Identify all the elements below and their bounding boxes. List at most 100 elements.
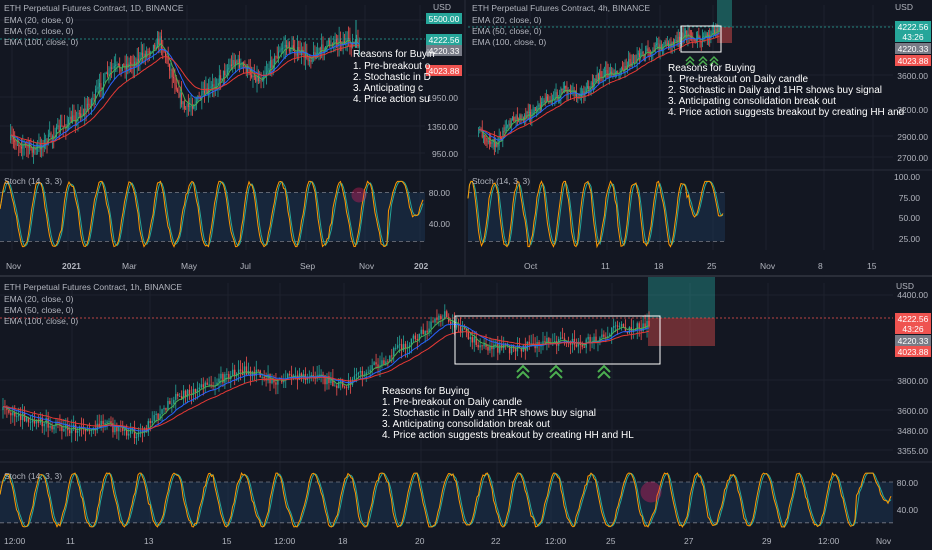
h1-buy-arrow-a-2 xyxy=(597,364,611,373)
h1-candle-body-99 xyxy=(196,389,199,393)
h4-candle-body-84 xyxy=(579,96,581,98)
h4-candle-body-119 xyxy=(622,68,624,70)
h1-candle-body-106 xyxy=(210,384,212,386)
h1-candle-body-265 xyxy=(522,345,525,352)
daily-candle-body-122 xyxy=(174,77,176,86)
daily-candle-body-219 xyxy=(305,52,306,58)
daily-candle-body-38 xyxy=(61,125,63,127)
daily-candle-body-172 xyxy=(241,62,243,64)
daily-candle-body-154 xyxy=(217,82,219,87)
h4-ema20-line xyxy=(478,30,720,145)
h1-badge-price-text: 4222.56 xyxy=(898,314,929,324)
h1-candle-body-276 xyxy=(544,341,546,343)
h1-x-tick-2: 13 xyxy=(144,536,154,546)
h1-candle-body-309 xyxy=(609,334,611,337)
daily-candle-body-28 xyxy=(47,134,49,144)
h4-candle-body-71 xyxy=(564,85,565,89)
h1-candle-body-57 xyxy=(114,424,116,433)
h1-candle-body-136 xyxy=(269,374,271,384)
h1-candle-body-314 xyxy=(618,326,621,328)
daily-candle-body-139 xyxy=(197,95,199,102)
h1-candle-body-296 xyxy=(583,346,585,348)
daily-candle-body-108 xyxy=(155,48,157,49)
h1-candle-body-329 xyxy=(648,320,650,327)
h1-candle-body-16 xyxy=(33,420,36,424)
daily-candle-body-3 xyxy=(14,139,16,143)
h1-candle-body-258 xyxy=(508,344,511,354)
daily-candle-body-74 xyxy=(109,67,111,69)
daily-candle-body-34 xyxy=(55,126,57,137)
h4-candle-body-41 xyxy=(527,111,529,114)
h1-candle-body-315 xyxy=(620,324,623,327)
h4-candle-body-45 xyxy=(532,112,534,116)
h1-candle-body-81 xyxy=(161,409,163,414)
h1-candle-body-195 xyxy=(385,361,387,365)
h4-candle-body-108 xyxy=(608,73,610,77)
h1-candle-body-145 xyxy=(287,373,289,379)
daily-candle-body-196 xyxy=(274,56,275,66)
daily-x-tick-1: 2021 xyxy=(62,261,81,271)
daily-candle-body-149 xyxy=(210,86,212,88)
h1-candle-body-268 xyxy=(528,341,530,344)
daily-candle-body-46 xyxy=(72,115,74,123)
h1-candle-body-76 xyxy=(151,420,153,423)
daily-candle-body-243 xyxy=(337,43,339,46)
daily-candle-body-32 xyxy=(53,136,55,138)
h1-candle-body-52 xyxy=(104,423,106,425)
h1-candle-body-88 xyxy=(175,393,177,400)
h4-candle-body-31 xyxy=(515,115,517,121)
h4-candle-body-13 xyxy=(493,138,495,147)
h1-candle-body-130 xyxy=(257,369,259,371)
h4-x-tick-6: 15 xyxy=(867,261,877,271)
daily-candle-body-136 xyxy=(193,106,195,109)
h1-candle-body-114 xyxy=(226,374,228,375)
h1-candle-body-86 xyxy=(171,403,173,405)
h1-candle-body-252 xyxy=(497,343,499,353)
daily-candle-body-224 xyxy=(311,57,313,62)
h4-candle-body-56 xyxy=(545,96,547,103)
daily-candle-body-119 xyxy=(170,69,172,71)
h4-candle-body-165 xyxy=(677,36,679,43)
h1-candle-body-208 xyxy=(410,338,413,346)
h1-candle-body-166 xyxy=(328,375,330,384)
h4-x-tick-0: Oct xyxy=(524,261,538,271)
daily-candle-body-144 xyxy=(204,90,205,94)
h4-candle-body-20 xyxy=(502,130,504,141)
h1-candle-body-327 xyxy=(644,323,646,329)
h4-stoch-d-line xyxy=(467,180,724,247)
h1-candle-body-132 xyxy=(261,376,263,378)
daily-candle-body-65 xyxy=(97,86,99,89)
h1-candle-body-220 xyxy=(434,318,436,323)
daily-candle-body-218 xyxy=(303,50,305,58)
daily-candle-body-183 xyxy=(256,75,258,82)
h4-y-unit: USD xyxy=(895,2,913,12)
h1-candle-body-169 xyxy=(334,385,336,387)
h4-y-tick-1: 3200.00 xyxy=(897,105,928,115)
h1-stoch-d-line xyxy=(0,472,892,528)
h1-candle-body-157 xyxy=(310,374,312,377)
daily-candle-body-104 xyxy=(150,52,152,53)
h4-candle-body-18 xyxy=(499,137,501,139)
daily-candle-body-162 xyxy=(228,67,230,70)
h4-candle-body-136 xyxy=(642,51,644,55)
h4-stoch-label: Stoch (14, 3, 3) xyxy=(472,176,530,186)
h1-candle-body-200 xyxy=(395,347,397,349)
h1-candle-body-43 xyxy=(86,430,89,432)
h1-candle-body-253 xyxy=(499,344,501,353)
daily-candle-body-191 xyxy=(267,70,269,73)
h1-candle-body-73 xyxy=(145,428,148,433)
daily-candle-body-250 xyxy=(346,37,348,41)
h4-candle-body-40 xyxy=(526,111,528,118)
h1-candle-body-31 xyxy=(63,428,65,431)
h4-candle-body-50 xyxy=(538,104,540,106)
h1-candle-body-246 xyxy=(485,344,487,347)
h4-candle-body-187 xyxy=(704,35,706,37)
h1-x-tick-13: Nov xyxy=(876,536,892,546)
daily-badge-ema-low-text: 4023.88 xyxy=(429,66,460,76)
daily-y-tick-1: 1950.00 xyxy=(427,93,458,103)
h1-candle-body-212 xyxy=(418,333,420,340)
h4-candle-body-139 xyxy=(646,48,648,52)
h1-candle-body-179 xyxy=(353,375,356,380)
daily-candle-body-131 xyxy=(186,103,188,110)
daily-candle-body-147 xyxy=(208,87,210,94)
